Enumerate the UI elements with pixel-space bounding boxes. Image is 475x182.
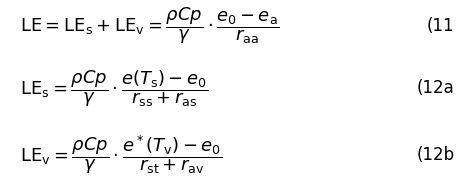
Text: $\mathrm{LE_s} = \dfrac{\rho C p}{\gamma} \cdot \dfrac{e(T_{\mathrm{s}}) - e_0}{: $\mathrm{LE_s} = \dfrac{\rho C p}{\gamma…	[20, 68, 209, 109]
Text: (12a: (12a	[417, 79, 455, 97]
Text: $\mathrm{LE} = \mathrm{LE_s} + \mathrm{LE_v} = \dfrac{\rho C p}{\gamma} \cdot \d: $\mathrm{LE} = \mathrm{LE_s} + \mathrm{L…	[20, 5, 279, 46]
Text: (12b: (12b	[417, 145, 455, 163]
Text: $\mathrm{LE_v} = \dfrac{\rho C p}{\gamma} \cdot \dfrac{e^*(T_{\mathrm{v}}) - e_0: $\mathrm{LE_v} = \dfrac{\rho C p}{\gamma…	[20, 133, 223, 176]
Text: (11: (11	[427, 17, 455, 35]
